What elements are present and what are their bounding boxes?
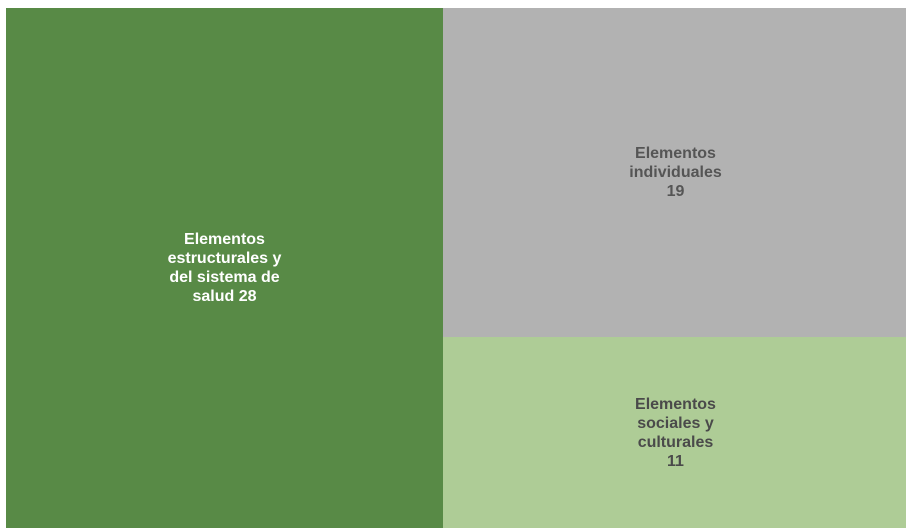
tile-label-line: del sistema de: [168, 268, 282, 287]
tile-label-line: individuales: [629, 163, 721, 182]
tile-estructurales: Elementos estructurales y del sistema de sa…: [6, 8, 443, 528]
tile-label-line: Elementos: [168, 230, 282, 249]
tile-label-line: salud 28: [168, 287, 282, 306]
tile-label-line: sociales y: [635, 414, 716, 433]
treemap-chart: Elementos estructurales y del sistema de sa…: [6, 8, 906, 528]
tile-label-line: 11: [635, 452, 716, 471]
tile-label-line: 19: [629, 182, 721, 201]
tile-label-line: estructurales y: [168, 249, 282, 268]
tile-label: Elementos sociales y culturales 11: [635, 395, 716, 471]
tile-label: Elementos estructurales y del sistema de sa…: [168, 230, 282, 306]
tile-label-line: Elementos: [629, 144, 721, 163]
tile-label-line: culturales: [635, 433, 716, 452]
tile-label: Elementos individuales 19: [629, 144, 721, 201]
tile-label-line: Elementos: [635, 395, 716, 414]
tile-individuales: Elementos individuales 19: [443, 8, 906, 337]
tile-sociales: Elementos sociales y culturales 11: [443, 337, 906, 528]
